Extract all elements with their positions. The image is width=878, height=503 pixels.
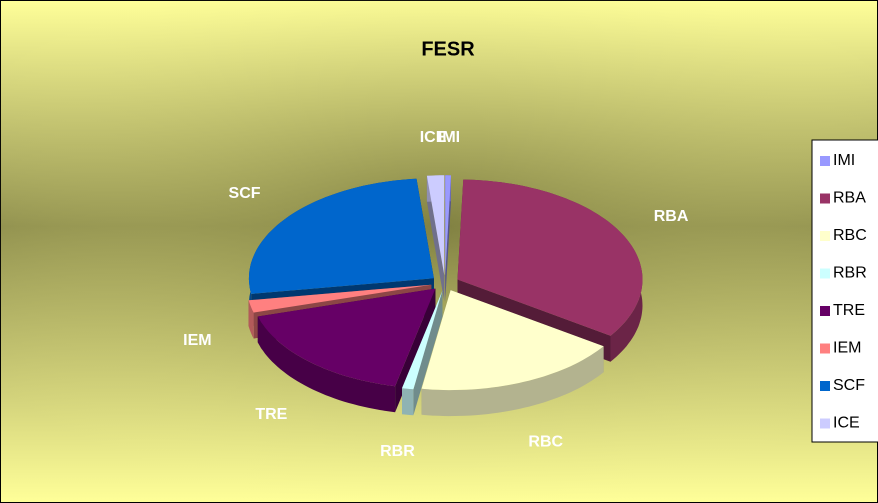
legend-swatch bbox=[820, 343, 830, 354]
slice bbox=[248, 284, 432, 313]
data-label: RBR bbox=[380, 443, 415, 460]
legend-swatch bbox=[820, 381, 830, 391]
legend-label: RBR bbox=[833, 265, 867, 282]
legend-label: SCF bbox=[833, 377, 865, 394]
slice-wall bbox=[248, 300, 254, 339]
legend-label: RBA bbox=[833, 190, 866, 207]
slice-side bbox=[426, 175, 445, 302]
legend-swatch bbox=[820, 156, 830, 166]
chart-title: FESR bbox=[421, 38, 475, 60]
legend-label: IMI bbox=[833, 152, 855, 169]
slice bbox=[426, 175, 445, 276]
slice bbox=[421, 290, 604, 391]
slice bbox=[257, 288, 436, 387]
legend-swatch bbox=[820, 268, 830, 279]
slice-wall bbox=[257, 316, 396, 413]
legend-label: IEM bbox=[833, 340, 861, 357]
slice bbox=[402, 290, 443, 390]
slice bbox=[248, 178, 434, 294]
slice-side bbox=[445, 175, 451, 302]
legend-label: TRE bbox=[833, 302, 865, 319]
slice bbox=[457, 179, 643, 336]
legend: IMI RBA RBC RBR TRE IEM SCF ICE bbox=[811, 139, 878, 443]
legend-label: RBC bbox=[833, 227, 867, 244]
data-label: TRE bbox=[255, 406, 287, 423]
legend-swatch bbox=[820, 193, 830, 204]
legend-label: ICE bbox=[833, 415, 860, 432]
pie: IMI RBA RBC RBR TRE IEM SCF ICE bbox=[183, 129, 689, 460]
slice-wall bbox=[402, 388, 414, 416]
data-label: IEM bbox=[183, 332, 211, 349]
legend-swatch bbox=[820, 418, 830, 429]
legend-box bbox=[811, 139, 878, 443]
slice bbox=[445, 175, 451, 276]
data-label: SCF bbox=[229, 185, 261, 202]
data-label: ICE bbox=[420, 129, 447, 146]
data-label: IMI bbox=[438, 129, 460, 146]
legend-swatch bbox=[820, 306, 830, 316]
data-label: RBC bbox=[528, 434, 563, 451]
slice-wall bbox=[421, 346, 604, 417]
data-label: RBA bbox=[654, 208, 689, 225]
legend-swatch bbox=[820, 231, 830, 241]
